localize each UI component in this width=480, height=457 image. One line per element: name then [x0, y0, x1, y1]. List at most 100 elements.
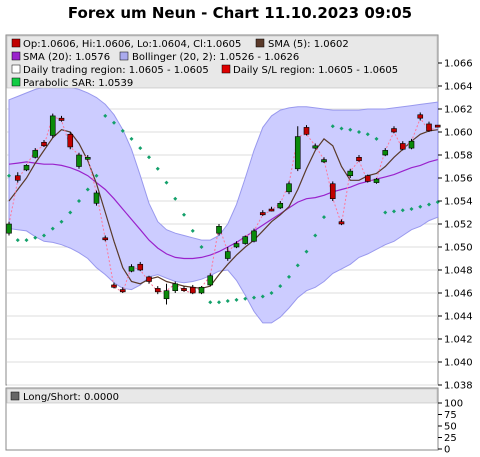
candle: [347, 168, 354, 178]
candle: [364, 174, 371, 183]
candle: [373, 178, 380, 184]
candle-body: [356, 157, 362, 162]
sar-dot: [68, 210, 73, 215]
y-tick-label: 1.052: [444, 220, 473, 231]
legend-bollinger: Bollinger (20, 2): 1.0526 - 1.0626: [132, 52, 299, 63]
sar-dot: [50, 226, 55, 231]
candle: [14, 172, 21, 183]
sar-dot: [138, 146, 143, 151]
candle-body: [49, 115, 56, 136]
candle: [312, 143, 319, 150]
candle-body: [321, 159, 327, 163]
candle: [111, 282, 117, 289]
y2-tick-label: 25: [444, 433, 457, 444]
candle-body: [268, 208, 275, 212]
candle: [163, 283, 170, 305]
candle-body: [93, 192, 100, 204]
sar-dot: [304, 249, 309, 254]
candle: [181, 286, 187, 292]
candle: [251, 228, 257, 243]
candle-body: [216, 226, 222, 234]
y-tick-label: 1.044: [444, 312, 473, 323]
candle-body: [154, 288, 161, 293]
y-tick-label: 1.048: [444, 266, 473, 277]
sar-dot: [120, 128, 125, 133]
legend-sma20: SMA (20): 1.0576: [23, 52, 110, 63]
candle-body: [23, 165, 30, 171]
candle-body: [32, 150, 39, 158]
candle: [84, 155, 91, 160]
candle-body: [84, 157, 91, 160]
candle-body: [434, 124, 441, 128]
bollinger-swatch: [119, 51, 129, 61]
candle: [382, 148, 389, 157]
parabolic-sar-dots: [7, 113, 440, 305]
sar-dot: [112, 120, 116, 125]
candle-body: [391, 128, 397, 133]
long-short-swatch: [10, 391, 20, 401]
candle-body: [312, 145, 319, 149]
candle: [67, 132, 74, 150]
long-short-legend: [6, 388, 438, 404]
candle: [32, 148, 39, 159]
candle-body: [119, 289, 126, 293]
sar-dot: [129, 136, 134, 141]
candle: [224, 247, 231, 261]
daily-region-swatch: [11, 64, 21, 74]
sar-dot: [208, 300, 213, 305]
y-tick-label: 1.064: [444, 82, 473, 93]
candle: [93, 190, 100, 206]
candle-body: [6, 223, 12, 234]
sar-dot: [330, 124, 335, 129]
sar-dot: [418, 204, 423, 209]
sar-dot: [357, 130, 361, 134]
y-tick-label: 1.058: [444, 151, 473, 162]
sar-dot: [94, 173, 99, 178]
sar-dot: [15, 238, 20, 243]
bollinger-band: [8, 85, 439, 324]
candle-body: [58, 117, 65, 121]
sar-dot: [374, 136, 379, 141]
candle: [277, 201, 284, 210]
y2-tick-label: 100: [444, 399, 463, 410]
candle: [41, 140, 47, 147]
sar-dot: [348, 127, 353, 132]
sar-dot: [217, 300, 221, 305]
sar-dot: [182, 212, 186, 217]
sar-dot: [7, 173, 11, 178]
candle: [268, 206, 275, 212]
legend-daily-region: Daily trading region: 1.0605 - 1.0605: [23, 65, 209, 76]
candle: [23, 164, 30, 172]
sar-dot: [365, 132, 370, 137]
sar-dot: [287, 274, 291, 279]
candle-body: [41, 142, 47, 147]
candle-body: [399, 143, 406, 150]
y-tick-label: 1.054: [444, 197, 473, 208]
candle: [49, 113, 56, 138]
sar-dot: [155, 166, 160, 171]
sar-dot: [59, 219, 64, 224]
candle: [172, 281, 179, 293]
sar-dot: [243, 296, 248, 301]
sar-dot: [409, 207, 414, 212]
candle-body: [67, 134, 74, 148]
candle-body: [181, 288, 187, 291]
y-tick-label: 1.060: [444, 128, 473, 139]
candle: [198, 286, 205, 295]
legend-sma5: SMA (5): 1.0602: [268, 39, 349, 50]
sar-dot: [383, 210, 388, 215]
sar-dot: [173, 196, 178, 201]
candle-body: [207, 275, 214, 286]
y-tick-label: 1.046: [444, 289, 473, 300]
sar-swatch: [11, 77, 21, 87]
candle-body: [224, 251, 231, 259]
candle: [189, 284, 196, 295]
sar-dot: [400, 208, 405, 213]
candle: [6, 221, 12, 236]
candle-body: [373, 178, 380, 183]
sar-dot: [339, 126, 344, 131]
candle: [154, 286, 161, 295]
sar-dot: [42, 233, 46, 238]
sar-dot: [278, 284, 283, 289]
